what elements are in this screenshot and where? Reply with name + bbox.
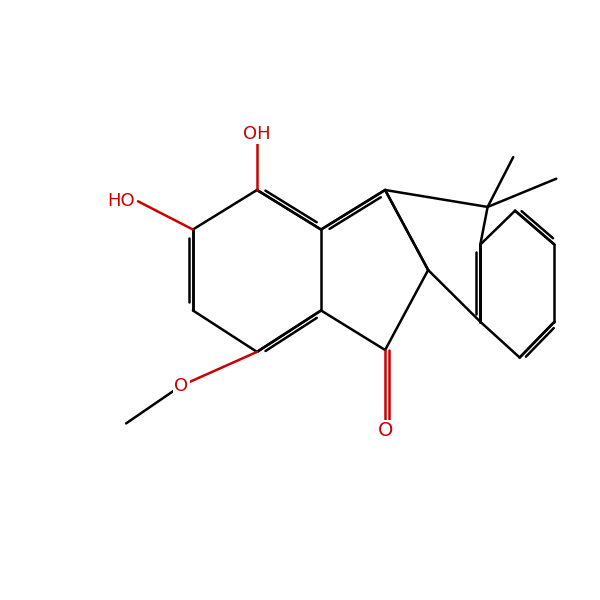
Text: O: O bbox=[174, 377, 188, 395]
Text: O: O bbox=[377, 421, 393, 440]
Text: OH: OH bbox=[243, 125, 271, 143]
Text: HO: HO bbox=[107, 192, 135, 210]
